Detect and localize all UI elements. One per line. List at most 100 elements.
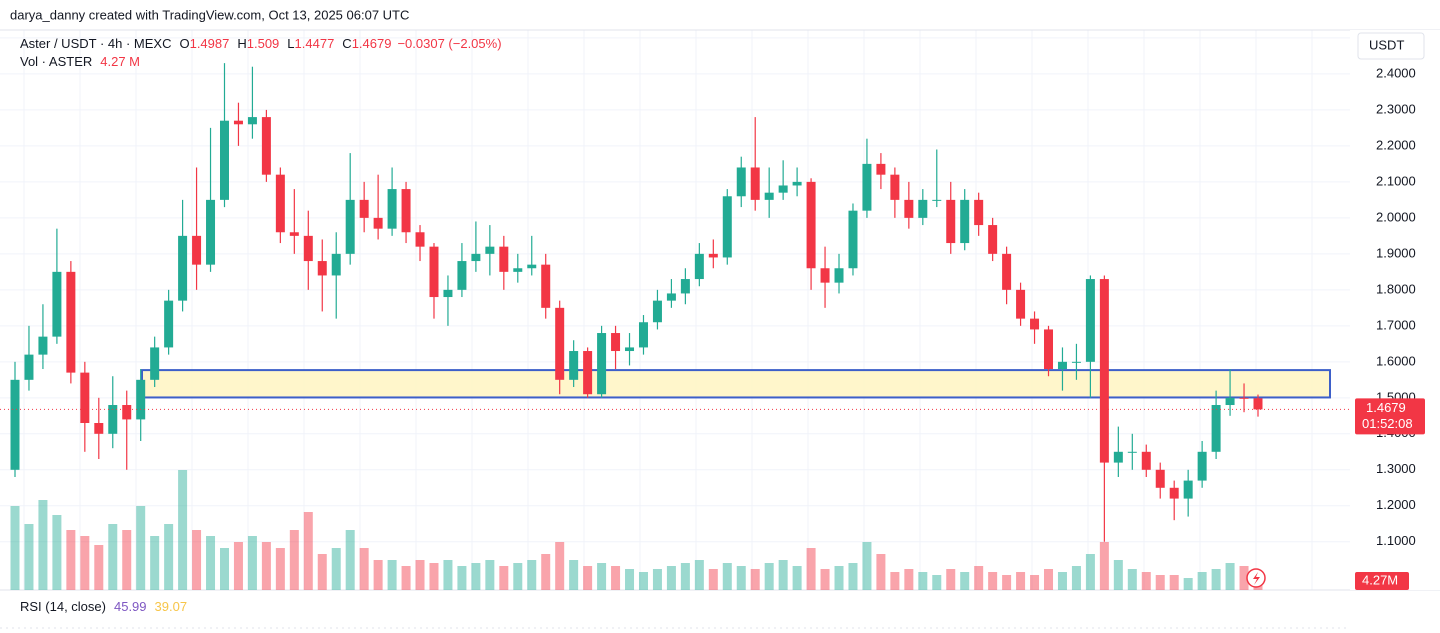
volume-bar bbox=[1197, 572, 1207, 590]
volume-bar bbox=[722, 563, 732, 590]
volume-bar bbox=[247, 536, 257, 590]
candle-body bbox=[792, 181, 802, 186]
volume-bar bbox=[1057, 572, 1067, 590]
volume-bar bbox=[918, 572, 928, 590]
candle-body bbox=[1085, 279, 1095, 362]
candle-body bbox=[164, 300, 174, 348]
candle-body bbox=[66, 271, 76, 373]
volume-bar bbox=[960, 572, 970, 590]
volume-bar bbox=[848, 563, 858, 590]
volume-bar bbox=[1002, 575, 1012, 590]
rsi-legend: RSI (14, close) 45.99 39.07 bbox=[20, 599, 187, 614]
y-tick-label: 1.9000 bbox=[1376, 245, 1416, 260]
unit-box[interactable] bbox=[1357, 32, 1425, 60]
volume-bar bbox=[499, 566, 509, 590]
y-tick-label: 1.8000 bbox=[1376, 281, 1416, 296]
candle-body bbox=[1113, 451, 1123, 463]
candle-body bbox=[750, 167, 760, 200]
candle-body bbox=[331, 253, 341, 276]
volume-axis-box bbox=[1355, 572, 1409, 590]
volume-bar bbox=[1113, 560, 1123, 590]
candle-body bbox=[820, 268, 830, 283]
candle-body bbox=[680, 279, 690, 294]
volume-bar bbox=[275, 548, 285, 590]
volume-bar bbox=[946, 569, 956, 590]
volume-bar bbox=[471, 563, 481, 590]
candle-body bbox=[1030, 318, 1040, 330]
volume-bar bbox=[429, 563, 439, 590]
candle-body bbox=[1016, 289, 1026, 319]
candle-body bbox=[694, 253, 704, 280]
legend: Aster / USDT · 4h · MEXC O1.4987 H1.509 L1.… bbox=[20, 36, 502, 69]
volume-bar bbox=[38, 500, 48, 590]
symbol: Aster / USDT · 4h · MEXC bbox=[20, 36, 171, 51]
volume-bar bbox=[1071, 566, 1081, 590]
volume-bar bbox=[1044, 569, 1054, 590]
candle-body bbox=[764, 192, 774, 200]
candle-body bbox=[555, 307, 565, 380]
y-tick-label: 2.1000 bbox=[1376, 173, 1416, 188]
vol-label: Vol · ASTER bbox=[20, 54, 92, 69]
candle-body bbox=[1225, 397, 1235, 406]
volume-bar bbox=[666, 566, 676, 590]
candle-body bbox=[443, 289, 453, 298]
unit: USDT bbox=[1369, 37, 1404, 52]
volume-bar bbox=[387, 560, 397, 590]
y-tick-label: 2.4000 bbox=[1376, 65, 1416, 80]
price-axis-bg bbox=[1350, 30, 1440, 590]
candle-body bbox=[876, 163, 886, 175]
volume-bar bbox=[1016, 572, 1026, 590]
volume-axis-label: 4.27M bbox=[1362, 572, 1398, 587]
volume-bar bbox=[1030, 575, 1040, 590]
plot bbox=[0, 37, 1350, 590]
legend-line: Aster / USDT · 4h · MEXC O1.4987 H1.509 L1.… bbox=[20, 36, 502, 51]
volume-bar bbox=[10, 506, 20, 590]
candle-body bbox=[513, 268, 523, 272]
candle-body bbox=[1099, 279, 1109, 463]
zone bbox=[141, 369, 1331, 399]
volume-bar bbox=[415, 560, 425, 590]
candle-body bbox=[1253, 398, 1263, 410]
candle-body bbox=[611, 333, 621, 352]
ohlc-label: L bbox=[287, 36, 294, 51]
volume-bar bbox=[638, 572, 648, 590]
candle-body bbox=[527, 264, 537, 269]
candle-body bbox=[569, 351, 579, 380]
alert-bolt bbox=[1253, 572, 1260, 585]
candle-body bbox=[345, 199, 355, 254]
volume-bar bbox=[932, 575, 942, 590]
candle-body bbox=[80, 372, 90, 424]
volume-bar bbox=[904, 569, 914, 590]
candle-body bbox=[219, 120, 229, 200]
volume-bar bbox=[792, 566, 802, 590]
candle-body bbox=[904, 199, 914, 218]
candle-body bbox=[918, 199, 928, 218]
rsi-value: 39.07 bbox=[155, 599, 188, 614]
volume-bar bbox=[611, 566, 621, 590]
candle-body bbox=[150, 347, 160, 380]
volume-bar bbox=[52, 515, 62, 590]
volume-bar bbox=[820, 569, 830, 590]
volume-bar bbox=[219, 548, 229, 590]
volume-bar bbox=[1169, 575, 1179, 590]
volume-bar bbox=[261, 542, 271, 590]
y-tick-label: 1.1000 bbox=[1376, 533, 1416, 548]
y-tick-label: 2.2000 bbox=[1376, 137, 1416, 152]
candle-body bbox=[457, 261, 467, 290]
y-tick-label: 2.0000 bbox=[1376, 209, 1416, 224]
volume-bar bbox=[80, 536, 90, 590]
candle-body bbox=[1002, 253, 1012, 290]
candle-body bbox=[373, 217, 383, 229]
candle-body bbox=[317, 261, 327, 276]
volume-bar bbox=[527, 560, 537, 590]
volume-bar bbox=[778, 560, 788, 590]
volume-bar bbox=[94, 545, 104, 590]
y-tick-label: 2.3000 bbox=[1376, 101, 1416, 116]
candle-body bbox=[652, 300, 662, 323]
candle-body bbox=[1239, 397, 1249, 399]
candle-body bbox=[289, 232, 299, 236]
volume-bar bbox=[457, 566, 467, 590]
volume-bar bbox=[150, 536, 160, 590]
volume-bar bbox=[1141, 572, 1151, 590]
candle-body bbox=[387, 189, 397, 229]
